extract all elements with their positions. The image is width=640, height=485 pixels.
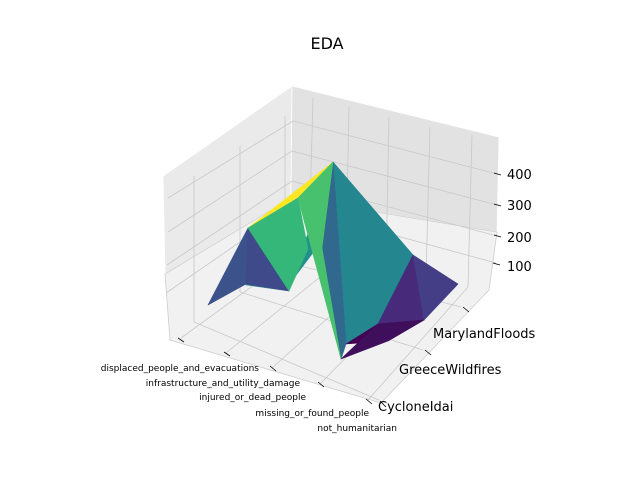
x-tick-label: injured_or_dead_people (199, 393, 306, 403)
surface-facet-8 (412, 254, 459, 321)
x-tick-4 (365, 398, 373, 405)
chart-title: EDA (310, 34, 343, 53)
y-tick-2 (462, 306, 470, 313)
surface-plot (207, 161, 459, 360)
x-tick-0 (177, 337, 185, 343)
y-gridline-0 (193, 176, 380, 401)
z-tick-label: 100 (507, 260, 532, 275)
x-tick-label: not_humanitarian (317, 424, 397, 434)
z-tick-1 (493, 203, 502, 207)
y-tick-1 (424, 349, 432, 356)
x-tick-2 (269, 365, 277, 372)
pane-edge-4 (380, 289, 490, 404)
y-tick-0 (379, 400, 387, 408)
axis-tick-labels: displaced_people_and_evacuations infrastr… (101, 168, 536, 434)
y-tick-label: MarylandFloods (433, 327, 536, 342)
x-tick-1 (223, 351, 231, 357)
surface-facet-5 (247, 197, 309, 292)
pane-edge-5 (488, 231, 498, 291)
pane-edge-3 (169, 339, 382, 404)
x-tick-label: infrastructure_and_utility_damage (146, 379, 301, 389)
x-tick-3 (317, 381, 325, 388)
y-tick-label: CycloneIdai (378, 400, 453, 415)
surface-facet-12 (297, 161, 342, 360)
x-tick-label: displaced_people_and_evacuations (101, 364, 260, 374)
z-tick-0 (493, 172, 502, 176)
x-tick-label: missing_or_found_people (255, 409, 369, 419)
pane-edge-2 (164, 273, 171, 341)
surface-facet-10 (340, 319, 425, 360)
z-tick-label: 400 (507, 168, 532, 183)
z-tick-label: 200 (507, 231, 532, 246)
z-tick-label: 300 (507, 199, 532, 214)
y-tick-label: GreeceWildfires (399, 363, 502, 378)
z-tick-2 (493, 234, 502, 238)
z-tick-3 (492, 262, 501, 266)
z-gridline-2 (166, 180, 498, 266)
axis-ticks (177, 172, 502, 408)
x-gridline-4 (367, 134, 473, 401)
